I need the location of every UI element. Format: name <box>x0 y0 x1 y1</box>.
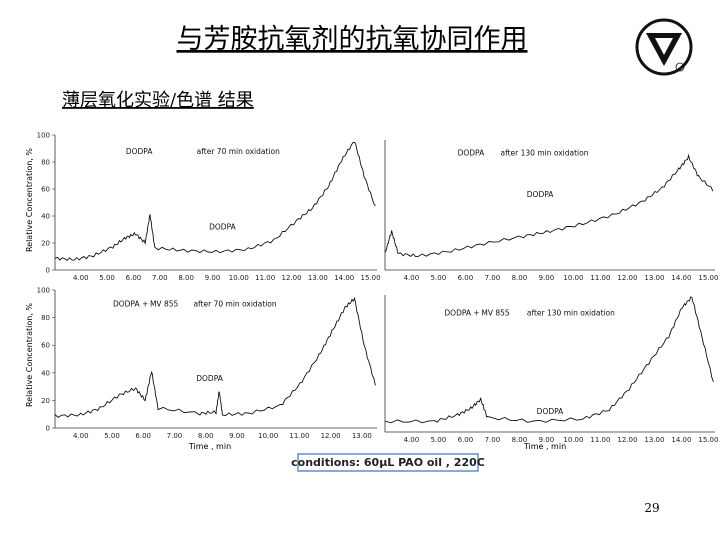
peak-label: DODPA <box>537 407 564 416</box>
x-tick-label: 5.00 <box>431 436 447 444</box>
x-tick-label: 5.00 <box>104 432 120 440</box>
x-tick-label: 7.00 <box>152 274 168 282</box>
x-axis-label: Time , min <box>188 442 231 451</box>
trace <box>54 141 376 262</box>
x-tick-label: 11.00 <box>289 432 309 440</box>
chromatogram-panel: 0 20 40 60 80 100 4.00 5.00 6.00 7.00 8.00 9.00 10.0… <box>37 287 377 440</box>
trace <box>384 296 714 424</box>
x-tick-label: 10.00 <box>563 274 583 282</box>
x-tick-label: 6.00 <box>458 274 474 282</box>
peak-label: DODPA <box>527 190 554 199</box>
sample-label: DODPA <box>458 149 485 158</box>
sample-label: DODPA <box>126 147 153 156</box>
x-tick-label: 14.00 <box>671 436 691 444</box>
x-tick-label: 12.00 <box>617 436 637 444</box>
sample-label: DODPA + <box>113 300 148 309</box>
slide-subtitle: 薄层氧化实验/色谱 结果 <box>62 90 254 111</box>
y-tick-label: 20 <box>41 397 50 405</box>
x-tick-label: 15.00 <box>698 274 718 282</box>
logo <box>635 18 693 76</box>
x-tick-label: 4.00 <box>73 274 89 282</box>
sample-label: DODPA + <box>444 309 479 318</box>
chromatogram-panel: 0 20 40 60 80 100 4.00 5.00 6.00 7.00 8.00 9.00 10.0… <box>37 132 381 283</box>
oxidation-note: after 70 min oxidation <box>193 300 276 309</box>
x-tick-label: 7.00 <box>485 436 501 444</box>
x-tick-label: 8.00 <box>178 274 194 282</box>
conditions: conditions: 60μL PAO oil , 220C <box>291 456 485 469</box>
oxidation-note: after 130 min oxidation <box>527 309 615 318</box>
x-tick-label: 5.00 <box>99 274 115 282</box>
page-number: 29 <box>644 501 659 515</box>
slide-title: 与芳胺抗氧剂的抗氧协同作用 <box>177 24 528 55</box>
peak-label: DODPA <box>209 223 236 232</box>
x-tick-label: 10.00 <box>258 432 278 440</box>
peak-label: DODPA <box>196 374 223 383</box>
y-tick-label: 100 <box>37 287 50 295</box>
x-tick-label: 8.00 <box>512 274 528 282</box>
x-tick-label: 11.00 <box>255 274 275 282</box>
x-tick-label: 9.00 <box>205 274 221 282</box>
oxidation-note: after 70 min oxidation <box>197 147 280 156</box>
x-tick-label: 13.00 <box>644 436 664 444</box>
x-tick-label: 4.00 <box>73 432 89 440</box>
x-tick-label: 6.00 <box>458 436 474 444</box>
x-tick-label: 8.00 <box>512 436 528 444</box>
x-tick-label: 4.00 <box>404 274 420 282</box>
chromatogram-panel: 4.00 5.00 6.00 7.00 8.00 9.00 10.00 11.00 12.00 1… <box>384 295 718 444</box>
y-tick-label: 100 <box>37 132 50 140</box>
x-tick-label: 5.00 <box>431 274 447 282</box>
y-tick-label: 40 <box>41 369 50 377</box>
x-tick-label: 14.00 <box>334 274 354 282</box>
panels: 0 20 40 60 80 100 4.00 5.00 6.00 7.00 8.00 9.00 10.0… <box>37 132 719 445</box>
oxidation-note: after 130 min oxidation <box>501 149 589 158</box>
x-tick-label: 7.00 <box>167 432 183 440</box>
conditions-box <box>297 453 479 472</box>
y-tick-label: 0 <box>46 425 50 433</box>
x-tick-label: 13.00 <box>352 432 372 440</box>
additive-label: MV 855 <box>150 300 179 309</box>
y-tick-label: 40 <box>41 213 50 221</box>
chromatogram-panel: 4.00 5.00 6.00 7.00 8.00 9.00 10.00 11.00 12.00 1… <box>384 140 718 282</box>
y-axis-label: Relative Concentration, % <box>25 303 34 407</box>
x-tick-label: 10.00 <box>563 436 583 444</box>
y-tick-label: 20 <box>41 240 50 248</box>
y-tick-label: 0 <box>46 267 50 275</box>
x-tick-label: 11.00 <box>590 274 610 282</box>
x-tick-label: 12.00 <box>617 274 637 282</box>
y-tick-label: 60 <box>41 342 50 350</box>
y-tick-label: 80 <box>41 314 50 322</box>
x-tick-label: 14.00 <box>671 274 691 282</box>
x-tick-label: 9.00 <box>229 432 245 440</box>
trace <box>384 153 714 258</box>
x-tick-label: 6.00 <box>126 274 142 282</box>
x-tick-label: 13.00 <box>644 274 664 282</box>
y-tick-label: 60 <box>41 186 50 194</box>
trace <box>54 296 376 418</box>
x-axis-label: Time , min <box>523 442 566 451</box>
x-tick-label: 13.00 <box>308 274 328 282</box>
x-tick-label: 12.00 <box>321 432 341 440</box>
x-tick-label: 7.00 <box>485 274 501 282</box>
x-tick-label: 4.00 <box>404 436 420 444</box>
x-tick-label: 9.00 <box>539 436 555 444</box>
x-tick-label: 15.00 <box>361 274 381 282</box>
x-tick-label: 15.00 <box>698 436 718 444</box>
x-tick-label: 6.00 <box>135 432 151 440</box>
x-tick-label: 10.00 <box>229 274 249 282</box>
x-tick-label: 12.00 <box>282 274 302 282</box>
x-tick-label: 11.00 <box>590 436 610 444</box>
x-tick-label: 9.00 <box>539 274 555 282</box>
additive-label: MV 855 <box>481 309 510 318</box>
x-tick-label: 8.00 <box>198 432 214 440</box>
y-axis-label: Relative Concentration, % <box>25 148 34 252</box>
y-tick-label: 80 <box>41 159 50 167</box>
